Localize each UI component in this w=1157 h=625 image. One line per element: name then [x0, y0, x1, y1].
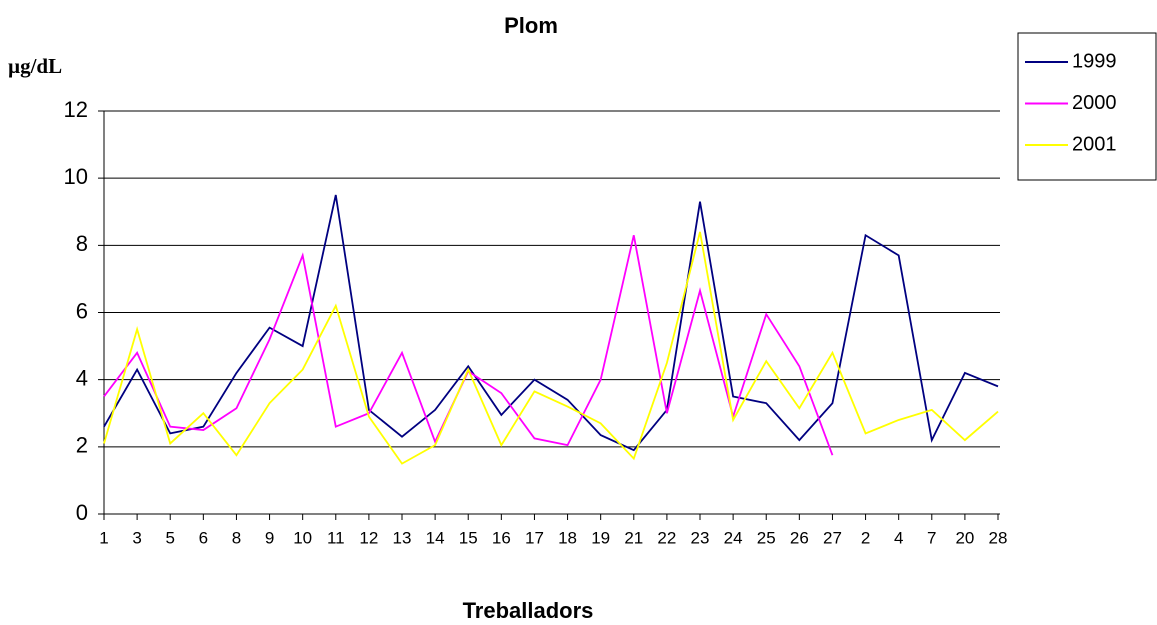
- x-tick-label: 5: [165, 528, 174, 547]
- series-line: [103, 231, 999, 465]
- legend-label: 2000: [1072, 92, 1117, 114]
- x-tick-label: 15: [459, 528, 478, 547]
- legend-label: 2001: [1072, 133, 1117, 155]
- x-tick-label: 18: [558, 528, 577, 547]
- x-tick-label: 4: [894, 528, 903, 547]
- chart-title: Plom: [504, 13, 558, 38]
- x-tick-label: 8: [232, 528, 241, 547]
- series-line: [103, 194, 999, 452]
- y-tick-label: 12: [64, 97, 88, 122]
- y-axis-label: µg/dL: [8, 54, 62, 78]
- y-tick-label: 4: [76, 365, 88, 390]
- x-tick-label: 27: [823, 528, 842, 547]
- x-tick-label: 19: [591, 528, 610, 547]
- legend-box: [1017, 32, 1157, 181]
- x-tick-label: 16: [492, 528, 511, 547]
- x-tick-label: 11: [327, 528, 345, 547]
- y-tick-label: 10: [64, 164, 88, 189]
- x-tick-label: 20: [955, 528, 974, 547]
- x-tick-label: 9: [265, 528, 274, 547]
- y-tick-label: 2: [76, 433, 88, 458]
- x-tick-label: 1: [99, 528, 108, 547]
- x-tick-label: 28: [989, 528, 1008, 547]
- x-tick-label: 12: [359, 528, 378, 547]
- legend-label: 1999: [1072, 50, 1117, 72]
- x-tick-label: 17: [525, 528, 544, 547]
- x-tick-label: 22: [657, 528, 676, 547]
- x-tick-label: 10: [293, 528, 312, 547]
- x-tick-label: 25: [757, 528, 776, 547]
- x-tick-label: 14: [426, 528, 445, 547]
- x-tick-label: 21: [624, 528, 643, 547]
- x-tick-label: 26: [790, 528, 809, 547]
- x-tick-label: 7: [927, 528, 936, 547]
- x-tick-label: 13: [393, 528, 412, 547]
- x-tick-label: 23: [691, 528, 710, 547]
- x-axis-label: Treballadors: [463, 598, 594, 623]
- y-tick-label: 6: [76, 298, 88, 323]
- x-tick-label: 6: [199, 528, 208, 547]
- y-tick-label: 0: [76, 500, 88, 525]
- x-tick-label: 24: [724, 528, 743, 547]
- series-line: [103, 235, 834, 456]
- x-tick-label: 3: [132, 528, 141, 547]
- x-tick-label: 2: [861, 528, 870, 547]
- y-tick-label: 8: [76, 231, 88, 256]
